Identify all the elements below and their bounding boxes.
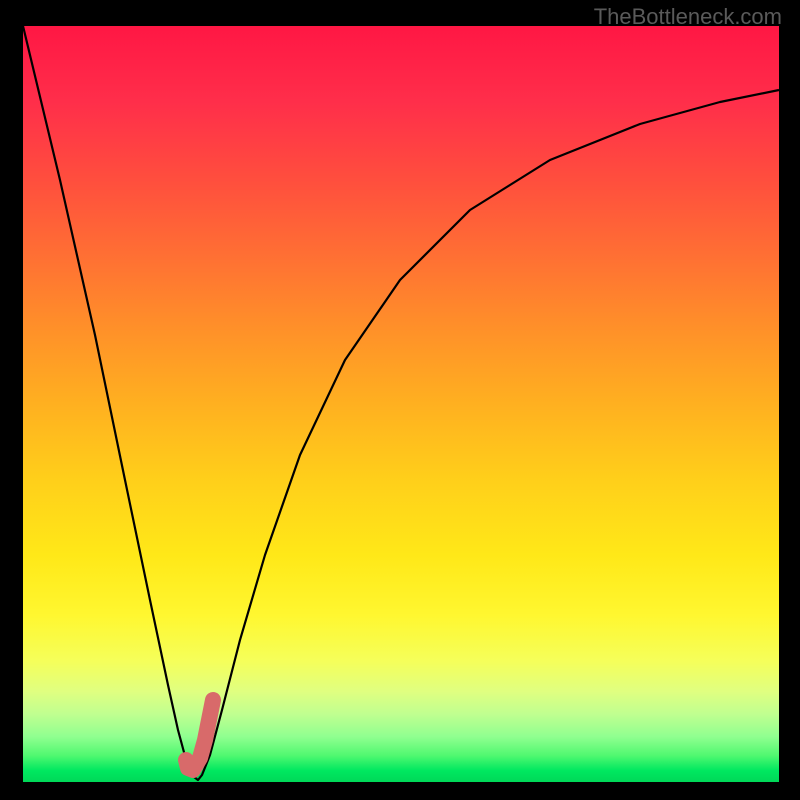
bottleneck-curve-chart	[0, 0, 800, 800]
attribution-label: TheBottleneck.com	[594, 4, 782, 30]
plot-area-gradient	[23, 26, 779, 782]
chart-container: TheBottleneck.com	[0, 0, 800, 800]
